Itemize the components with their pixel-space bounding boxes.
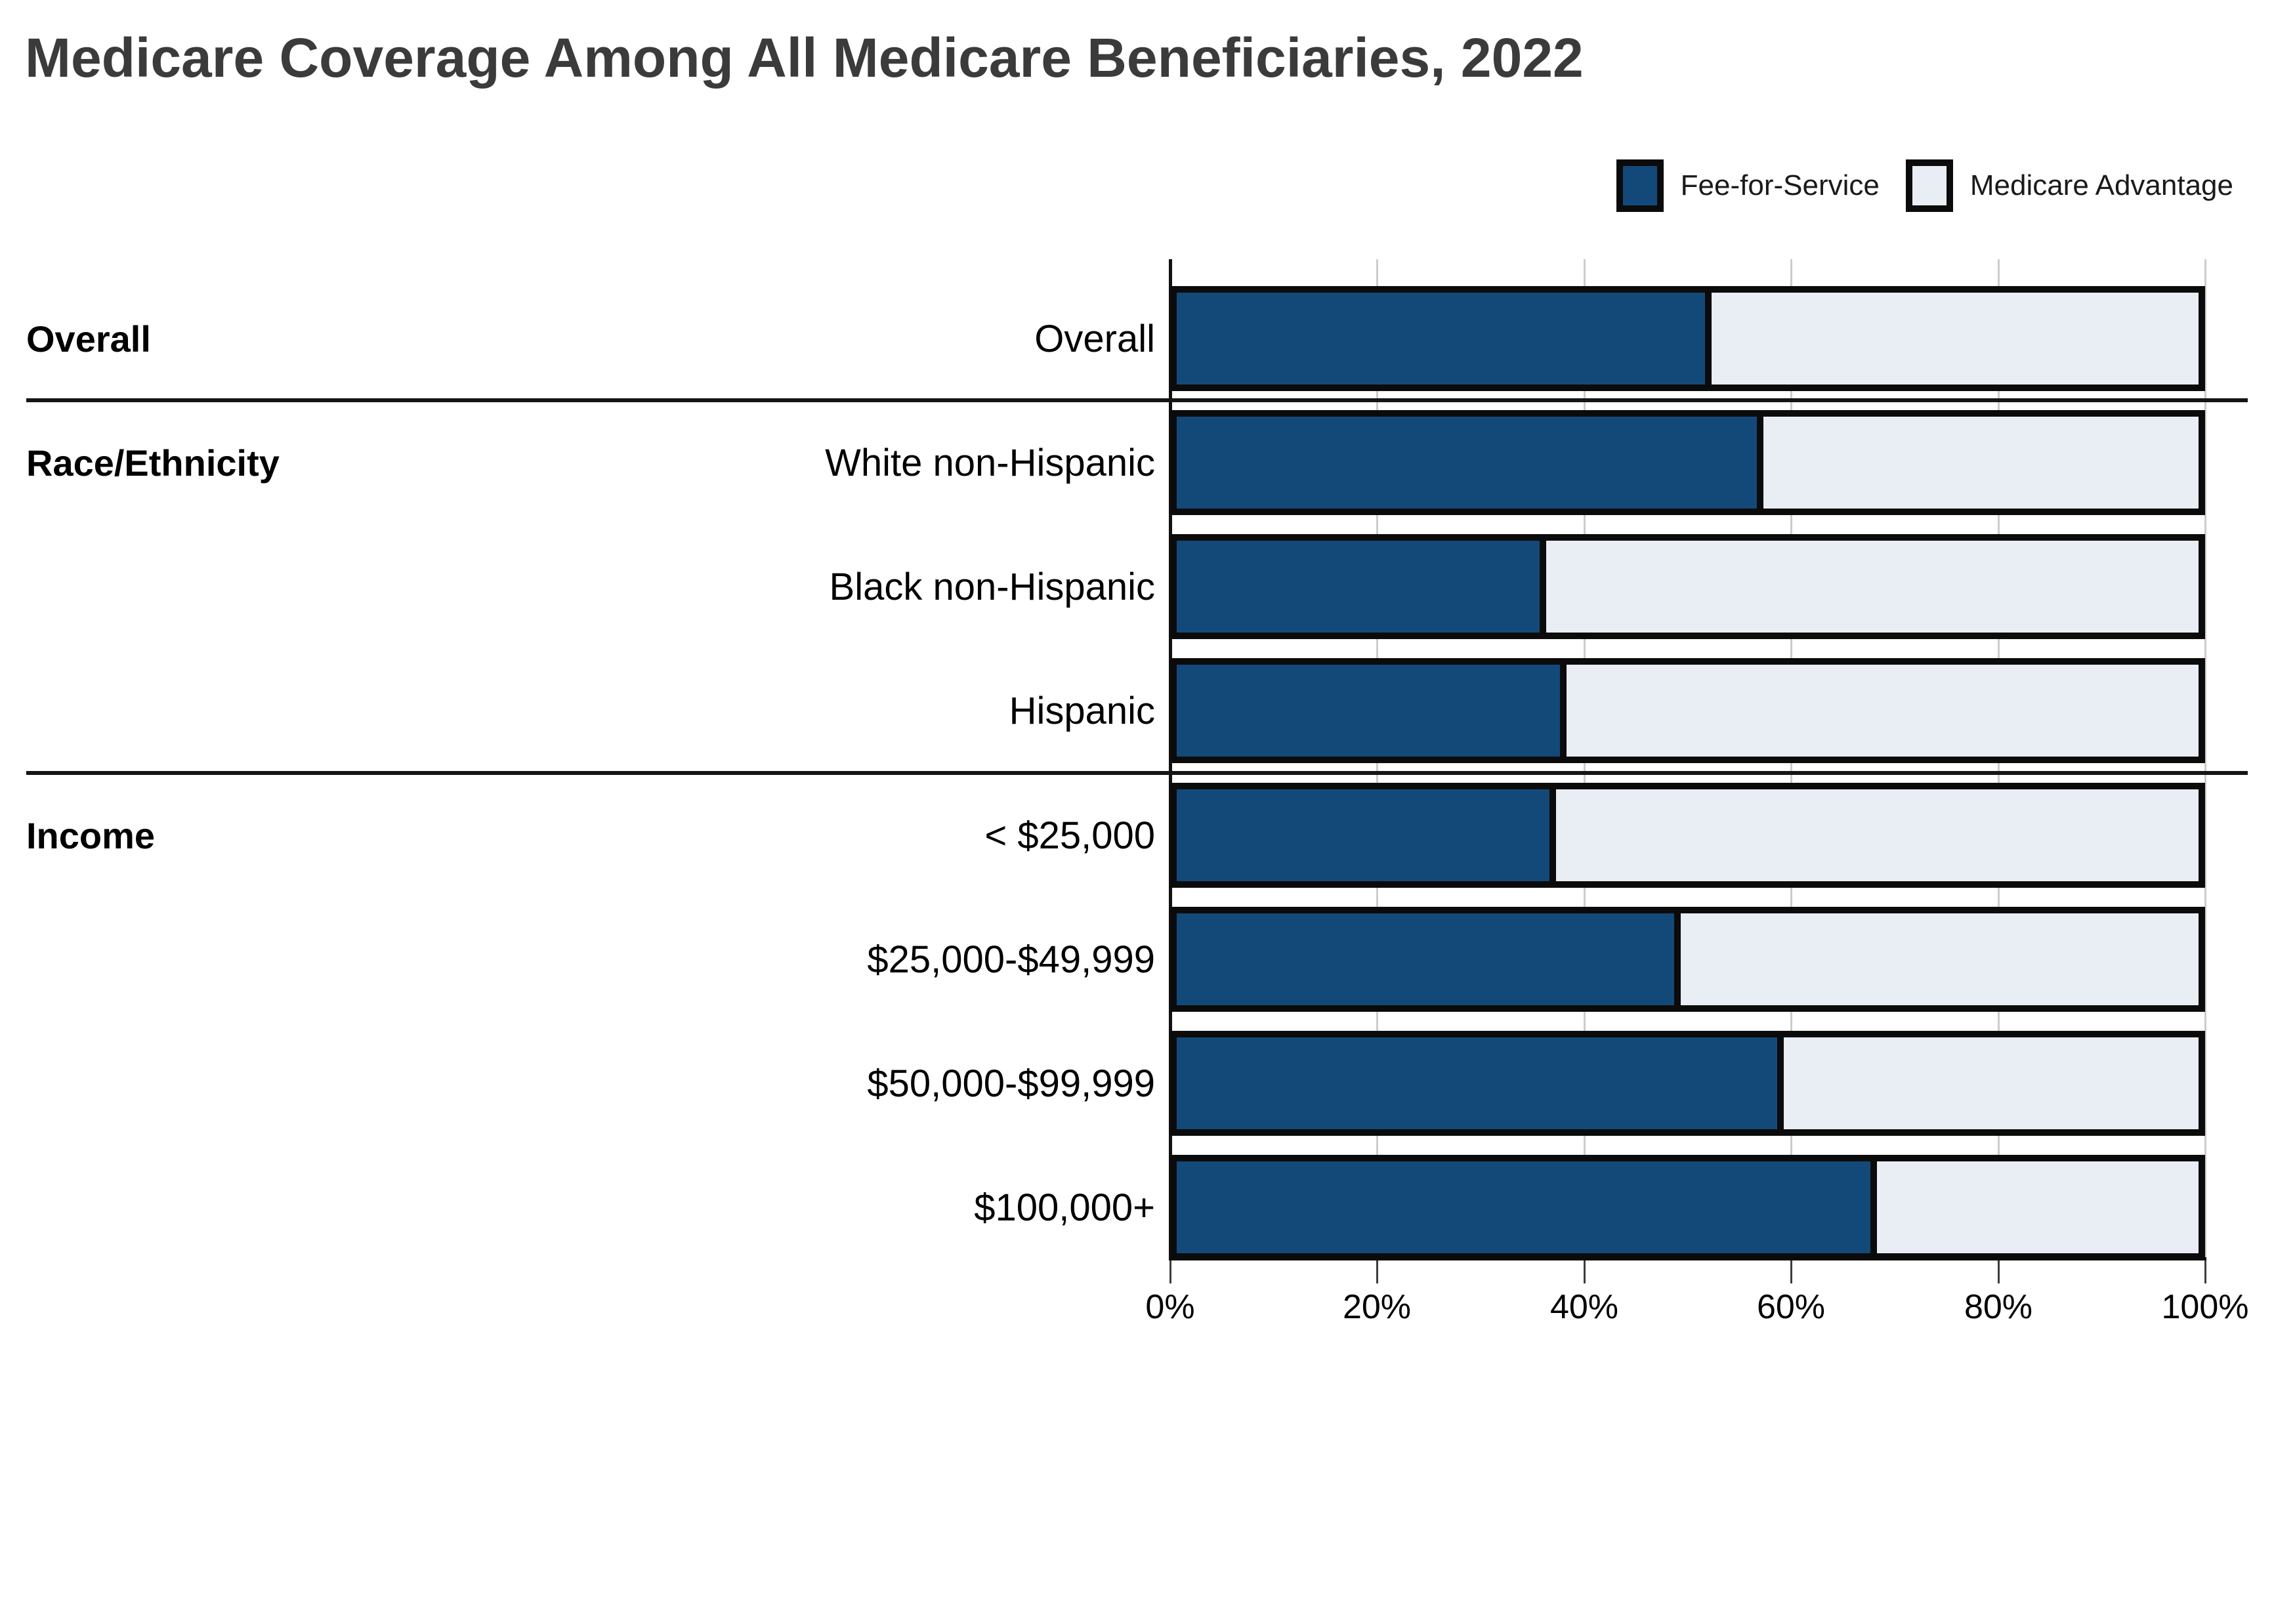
segment-boundary	[1757, 410, 1763, 515]
fee-for-service-segment[interactable]	[1177, 541, 1540, 633]
axis-tick-60	[1790, 1260, 1792, 1283]
row-label-black-non-hispanic: Black non-Hispanic	[829, 565, 1155, 608]
legend-label: Fee-for-Service	[1680, 169, 1880, 201]
section-header-income: Income	[26, 814, 156, 856]
axis-tick-20	[1376, 1260, 1378, 1283]
section-divider	[26, 771, 2248, 775]
bar-row-hispanic	[1170, 658, 2205, 763]
row-label-overall: Overall	[1034, 317, 1155, 360]
axis-tick-0	[1169, 1260, 1171, 1283]
row-label-25-000: < $25,000	[984, 814, 1155, 857]
axis-tick-label: 0%	[1145, 1288, 1195, 1326]
legend-item-fee-for-service: Fee-for-Service	[1616, 159, 1880, 212]
bar-row-black-non-hispanic	[1170, 534, 2205, 639]
axis-tick-label: 80%	[1964, 1288, 2033, 1326]
segment-boundary	[1870, 1155, 1877, 1260]
bar-row-overall	[1170, 286, 2205, 391]
segment-boundary	[1540, 534, 1546, 639]
bar-row-25-000-49-999	[1170, 907, 2205, 1012]
legend: Fee-for-Service Medicare Advantage	[1616, 159, 2233, 212]
section-header-overall: Overall	[26, 318, 151, 360]
fee-for-service-segment[interactable]	[1177, 417, 1757, 509]
fee-for-service-segment[interactable]	[1177, 665, 1560, 757]
row-label-50-000-99-999: $50,000-$99,999	[867, 1062, 1155, 1105]
fee-for-service-segment[interactable]	[1177, 293, 1705, 385]
row-label-hispanic: Hispanic	[1009, 689, 1155, 732]
axis-tick-80	[1998, 1260, 2000, 1283]
bar-row-white-non-hispanic	[1170, 410, 2205, 515]
segment-boundary	[1674, 907, 1681, 1012]
row-label-white-non-hispanic: White non-Hispanic	[825, 441, 1155, 484]
segment-boundary	[1549, 783, 1556, 888]
row-label-100-000: $100,000+	[974, 1186, 1155, 1229]
row-label-25-000-49-999: $25,000-$49,999	[867, 938, 1155, 981]
bar-row-50-000-99-999	[1170, 1031, 2205, 1136]
axis-tick-40	[1584, 1260, 1586, 1283]
fee-for-service-segment[interactable]	[1177, 1037, 1777, 1129]
axis-tick-label: 100%	[2161, 1288, 2249, 1326]
section-header-race-ethnicity: Race/Ethnicity	[26, 442, 280, 484]
gridline-100	[2204, 259, 2206, 1260]
bar-row-100-000	[1170, 1155, 2205, 1260]
legend-item-medicare-advantage: Medicare Advantage	[1905, 159, 2233, 212]
legend-label: Medicare Advantage	[1969, 169, 2233, 201]
segment-boundary	[1560, 658, 1567, 763]
axis-tick-100	[2204, 1260, 2206, 1283]
fee-for-service-swatch-icon	[1616, 159, 1664, 212]
section-divider	[26, 398, 2248, 402]
axis-tick-label: 60%	[1756, 1288, 1826, 1326]
fee-for-service-segment[interactable]	[1177, 1161, 1870, 1253]
medicare-advantage-swatch-icon	[1905, 159, 1953, 212]
axis-tick-label: 20%	[1342, 1288, 1412, 1326]
fee-for-service-segment[interactable]	[1177, 913, 1674, 1005]
page-title: Medicare Coverage Among All Medicare Ben…	[25, 27, 1584, 89]
segment-boundary	[1705, 286, 1712, 391]
fee-for-service-segment[interactable]	[1177, 789, 1549, 881]
bar-row-25-000	[1170, 783, 2205, 888]
axis-tick-label: 40%	[1549, 1288, 1619, 1326]
segment-boundary	[1777, 1031, 1784, 1136]
